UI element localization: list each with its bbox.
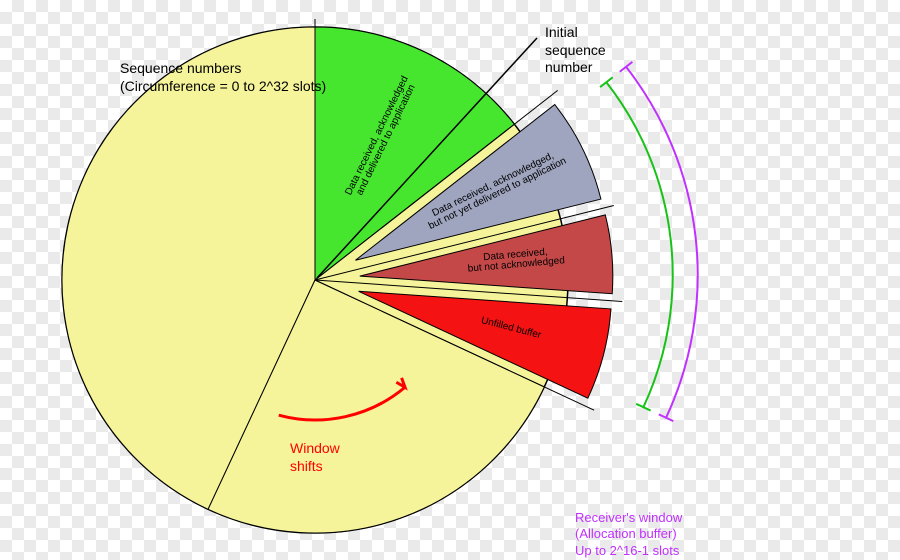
- purple-bracket: [626, 67, 698, 418]
- green-bracket-tick: [600, 77, 613, 87]
- green-bracket: [606, 82, 672, 407]
- initial-seq-label: Initialsequencenumber: [545, 24, 606, 77]
- title-label: Sequence numbers(Circumference = 0 to 2^…: [120, 60, 326, 95]
- receivers-window-label: Receiver's window(Allocation buffer)Up t…: [575, 510, 682, 559]
- window-shifts-label: Windowshifts: [290, 440, 340, 475]
- purple-bracket-tick: [620, 62, 633, 72]
